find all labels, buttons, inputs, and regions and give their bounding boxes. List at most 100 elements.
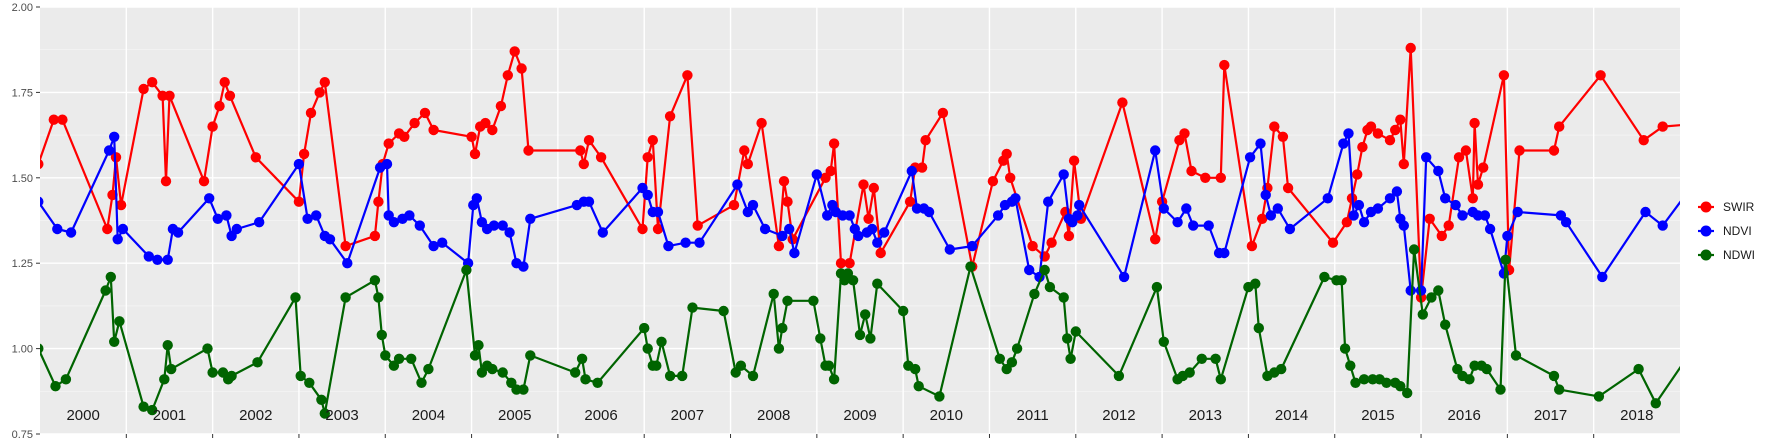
data-point-ndwi: [735, 360, 747, 371]
data-point-ndvi: [1272, 203, 1284, 214]
data-point-ndwi: [1350, 377, 1361, 388]
data-point-ndwi: [576, 353, 588, 364]
data-point-ndwi: [642, 343, 653, 354]
data-point-swir: [1453, 152, 1465, 163]
data-point-ndvi: [1440, 193, 1451, 204]
data-point-ndvi: [254, 217, 265, 228]
x-year-label: 2011: [1016, 407, 1048, 424]
y-tick-label: 1.25: [12, 258, 33, 270]
data-point-ndvi: [437, 237, 448, 248]
data-point-ndwi: [1495, 384, 1506, 395]
data-point-ndvi: [1433, 165, 1444, 177]
data-point-swir: [250, 152, 261, 163]
data-point-ndwi: [1113, 370, 1125, 382]
data-point-swir: [1395, 114, 1406, 125]
data-point-ndwi: [1554, 384, 1565, 395]
data-point-ndvi: [789, 247, 800, 259]
data-point-swir: [1436, 230, 1448, 242]
data-point-ndvi: [1502, 230, 1513, 242]
data-point-ndvi: [777, 230, 788, 242]
data-point-ndwi: [808, 295, 819, 306]
data-point-swir: [875, 247, 886, 259]
data-point-swir: [495, 100, 507, 112]
data-point-ndwi: [166, 363, 177, 375]
data-point-ndwi: [1408, 244, 1420, 255]
data-point-swir: [1554, 121, 1565, 132]
data-point-ndvi: [747, 199, 759, 211]
data-point-ndvi: [597, 227, 608, 238]
data-point-ndvi: [381, 158, 393, 170]
data-point-swir: [1200, 172, 1211, 183]
x-year-label: 2010: [930, 407, 963, 424]
data-point-swir: [1460, 145, 1472, 156]
data-point-ndwi: [380, 350, 391, 361]
data-point-ndvi: [388, 217, 400, 228]
data-point-ndwi: [162, 340, 173, 351]
data-point-ndvi: [1484, 223, 1496, 235]
data-point-swir: [1472, 179, 1484, 190]
data-point-swir: [1405, 42, 1416, 54]
data-point-swir: [863, 213, 874, 224]
data-point-ndvi: [1150, 145, 1161, 156]
data-point-swir: [1150, 234, 1161, 245]
data-point-ndwi: [782, 295, 793, 306]
data-point-swir: [480, 117, 491, 129]
data-point-ndvi: [1353, 199, 1365, 211]
series-line-swir: [40, 46, 1680, 299]
data-point-ndvi: [1405, 285, 1416, 296]
data-point-ndwi: [252, 357, 263, 368]
y-tick-label: 0.75: [12, 429, 33, 441]
data-point-ndwi: [469, 350, 481, 361]
data-point-swir: [466, 131, 477, 142]
data-point-ndwi: [1510, 350, 1522, 361]
data-point-swir: [682, 70, 693, 81]
x-year-label: 2013: [1189, 407, 1222, 424]
data-point-ndvi: [1597, 271, 1608, 283]
data-point-swir: [642, 152, 653, 163]
data-point-ndvi: [497, 220, 508, 231]
data-point-ndvi: [680, 237, 691, 248]
data-point-swir: [1548, 145, 1560, 156]
data-point-swir: [509, 46, 520, 57]
data-point-ndvi: [1384, 193, 1396, 204]
data-point-swir: [373, 196, 384, 207]
data-point-ndwi: [664, 370, 676, 382]
data-point-swir: [637, 223, 648, 235]
data-point-ndvi: [967, 240, 978, 252]
data-point-swir: [1498, 70, 1510, 81]
data-point-swir: [1657, 121, 1668, 132]
data-point-ndvi: [342, 258, 353, 269]
data-point-swir: [369, 230, 381, 242]
data-point-ndwi: [1711, 282, 1721, 292]
data-point-swir: [138, 83, 149, 95]
data-point-ndwi: [898, 305, 909, 317]
data-point-ndwi: [677, 370, 688, 382]
data-point-ndvi: [231, 223, 242, 235]
x-year-label: 2016: [1448, 407, 1481, 424]
data-point-ndwi: [340, 292, 351, 303]
data-point-swir: [1443, 220, 1454, 231]
data-point-ndvi: [504, 227, 515, 238]
data-point-swir: [1711, 217, 1721, 227]
data-point-swir: [835, 258, 847, 269]
data-point-ndwi: [1029, 288, 1040, 300]
data-point-ndvi: [1074, 199, 1085, 211]
data-point-ndwi: [828, 374, 840, 385]
data-point-ndwi: [369, 275, 381, 286]
data-point-swir: [1269, 121, 1280, 132]
data-point-ndvi: [212, 213, 223, 224]
data-point-swir: [728, 199, 740, 211]
data-point-ndwi: [747, 370, 759, 382]
data-point-swir: [1357, 141, 1368, 153]
data-point-swir: [583, 135, 595, 146]
data-point-ndvi: [694, 237, 705, 248]
data-point-ndwi: [913, 381, 924, 392]
data-point-ndwi: [393, 353, 405, 364]
data-point-ndwi: [100, 285, 111, 296]
data-point-ndwi: [60, 374, 72, 385]
data-point-ndvi: [1284, 223, 1296, 235]
data-point-ndvi: [1255, 138, 1266, 149]
data-point-swir: [383, 138, 394, 149]
x-year-label: 2000: [66, 407, 99, 424]
legend-label-swir: SWIR: [1723, 200, 1755, 214]
